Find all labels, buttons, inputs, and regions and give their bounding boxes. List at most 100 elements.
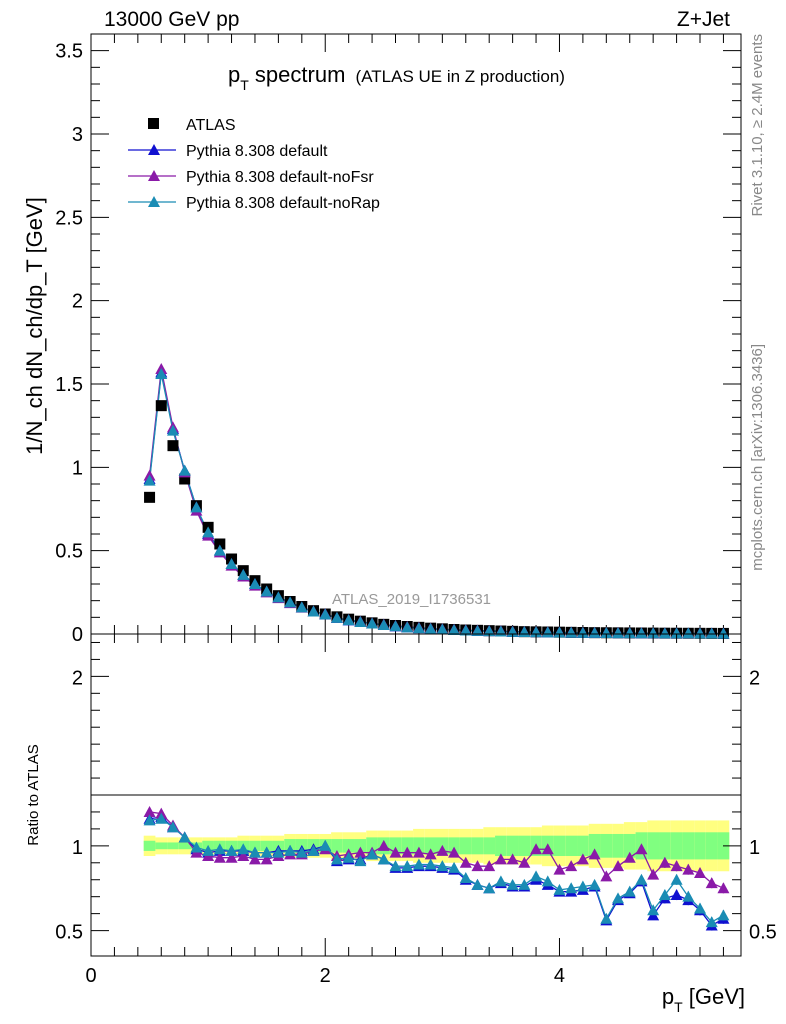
main-point-norap <box>389 620 402 632</box>
ratio-point-norap <box>225 844 238 856</box>
ratio-band-inner <box>366 837 378 855</box>
x-tick-label: 0 <box>85 965 96 987</box>
ratio-y-tick-label: 1 <box>72 837 83 859</box>
ratio-band-inner <box>623 833 636 858</box>
ratio-point-nofsr <box>377 839 390 851</box>
ratio-point-norap <box>459 872 472 884</box>
ratio-point-nofsr <box>401 846 414 858</box>
ratio-band-inner <box>577 835 589 857</box>
ratio-point-norap <box>553 883 566 895</box>
main-point-norap <box>483 625 496 637</box>
ratio-band-inner <box>401 837 414 855</box>
ratio-point-norap <box>612 892 625 904</box>
ratio-band-inner <box>647 832 660 860</box>
main-point-atlas <box>167 440 179 452</box>
ratio-point-nofsr <box>424 848 437 860</box>
main-y-tick-label: 1.5 <box>55 374 83 396</box>
ratio-point-norap <box>342 851 355 863</box>
ratio-series-layer <box>143 805 730 931</box>
main-point-norap <box>448 624 461 635</box>
ratio-band-inner <box>143 840 156 851</box>
ratio-point-norap <box>272 846 285 858</box>
ratio-point-norap <box>705 916 718 928</box>
ratio-band-inner <box>553 835 566 857</box>
ratio-panel: 0.5 0.5 1 1 2 2 0 2 4 Ratio to ATLAS pT [GeV] <box>25 633 777 1015</box>
main-panel: 0 0.5 1 1.5 2 2.5 3 3.5 pT spectrum (ATLAS UE i… <box>22 33 742 646</box>
ratio-y-tick-label: 2 <box>72 667 83 689</box>
ratio-point-norap <box>319 839 332 851</box>
ratio-band-inner <box>471 837 484 855</box>
ratio-point-norap <box>576 880 589 892</box>
ratio-point-norap <box>366 848 379 860</box>
ratio-point-norap <box>530 870 543 882</box>
x-tick-label: 2 <box>320 965 331 987</box>
ratio-band-inner <box>682 832 695 860</box>
main-point-norap <box>436 623 449 635</box>
main-point-norap <box>401 621 414 633</box>
ratio-point-norap <box>623 885 636 897</box>
legend-marker-default <box>148 144 160 155</box>
ratio-point-norap <box>178 831 191 843</box>
ratio-band-inner <box>155 842 168 850</box>
ratio-band-inner <box>694 832 706 860</box>
main-point-norap <box>717 627 730 639</box>
main-point-norap <box>705 627 718 639</box>
legend: ATLAS Pythia 8.308 default Pythia 8.308 … <box>128 117 380 212</box>
ratio-point-norap <box>518 878 531 890</box>
x-tick-label: 4 <box>554 965 565 987</box>
ratio-point-nofsr <box>600 870 613 882</box>
main-point-norap <box>307 605 320 617</box>
ratio-band-inner <box>506 835 519 857</box>
ratio-point-norap <box>424 858 437 870</box>
main-point-norap <box>612 627 625 639</box>
ratio-point-nofsr <box>612 860 625 872</box>
ratio-point-nofsr <box>225 851 238 863</box>
main-point-norap <box>237 568 250 580</box>
ratio-band-inner <box>483 837 496 855</box>
ratio-point-norap <box>412 858 425 870</box>
main-point-norap <box>588 626 601 638</box>
main-point-norap <box>342 614 355 626</box>
ratio-point-nofsr <box>412 846 425 858</box>
ratio-point-norap <box>401 860 414 872</box>
main-point-norap <box>658 627 671 639</box>
main-y-tick-label: 0.5 <box>55 541 83 563</box>
ratio-point-nofsr <box>448 846 461 858</box>
ratio-point-norap <box>155 812 168 824</box>
ratio-y-tick-label: 0.5 <box>55 922 83 944</box>
ratio-point-norap <box>565 882 578 894</box>
main-y-axis-label-text: 1/N_ch dN_ch/dp_T [GeV] <box>22 197 47 455</box>
ratio-point-nofsr <box>705 877 718 889</box>
legend-label-nofsr: Pythia 8.308 default-noFsr <box>186 169 374 186</box>
main-point-norap <box>202 526 215 538</box>
ratio-point-norap <box>190 841 203 853</box>
legend-label-norap: Pythia 8.308 default-noRap <box>186 195 380 212</box>
legend-marker-norap <box>148 196 160 207</box>
ratio-point-norap <box>213 843 226 855</box>
ratio-point-nofsr <box>143 805 156 817</box>
ratio-point-nofsr <box>518 856 531 868</box>
main-point-norap <box>166 424 179 436</box>
main-point-norap <box>623 627 636 639</box>
ratio-band-inner <box>413 837 425 855</box>
legend-marker-atlas <box>148 118 159 129</box>
ratio-point-norap <box>330 853 343 865</box>
ratio-point-norap <box>635 873 648 885</box>
ratio-band-inner <box>565 835 578 857</box>
ratio-y-tick-label-right: 2 <box>749 667 760 689</box>
ratio-point-nofsr <box>565 860 578 872</box>
ratio-point-nofsr <box>647 868 660 880</box>
main-point-atlas <box>214 538 226 550</box>
main-point-norap <box>155 368 168 379</box>
ratio-point-norap <box>448 861 461 873</box>
ratio-y-tick-label-right: 0.5 <box>749 922 777 944</box>
ratio-point-norap <box>541 875 554 887</box>
main-point-norap <box>260 585 273 597</box>
ratio-point-norap <box>483 882 496 894</box>
ratio-point-norap <box>658 888 671 900</box>
ratio-point-norap <box>295 846 308 858</box>
ratio-point-nofsr <box>213 851 226 863</box>
ratio-point-norap <box>354 855 367 867</box>
ratio-band-inner <box>459 837 472 855</box>
ratio-point-nofsr <box>260 853 273 865</box>
